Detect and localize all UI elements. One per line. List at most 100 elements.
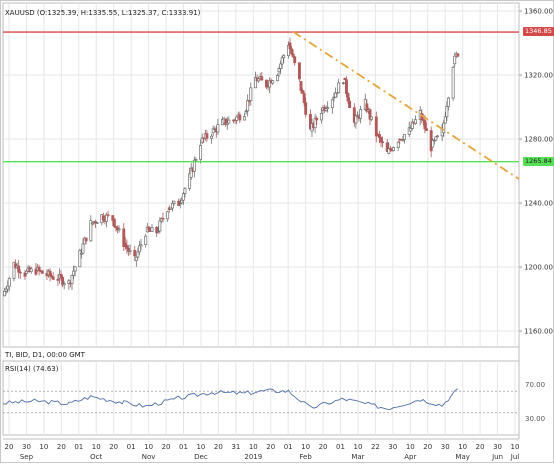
candle-body [200, 137, 204, 143]
candle-body [379, 137, 383, 143]
candle-body [73, 266, 77, 272]
candle-body [127, 248, 130, 252]
candle-body [18, 271, 22, 274]
candle-body [453, 55, 457, 65]
candle-body [67, 280, 71, 285]
candle-body [332, 96, 336, 99]
candle-body [279, 63, 283, 69]
month-tick-label: Oct [90, 453, 102, 461]
day-tick-label: 10 [144, 443, 153, 451]
candle-body [150, 227, 154, 232]
candle-body [268, 80, 272, 88]
candle-body [324, 108, 328, 111]
day-tick-label: 20 [266, 443, 275, 451]
candle-body [161, 217, 165, 220]
candle-body [243, 116, 246, 121]
candle-body [260, 76, 264, 81]
candle-body [224, 118, 228, 125]
day-tick-label: 22 [371, 443, 380, 451]
candle-body [308, 114, 312, 130]
candle-body [180, 199, 184, 204]
day-tick-label: 10 [39, 443, 48, 451]
candle-body [254, 77, 257, 89]
candle-body [377, 134, 381, 139]
candle-body [79, 252, 83, 255]
month-tick-label: 2019 [244, 453, 262, 461]
candle-body [246, 100, 250, 112]
day-tick-label: 20 [319, 443, 328, 451]
day-tick-label: 20 [423, 443, 432, 451]
candle-body [51, 276, 55, 280]
candle-body [189, 167, 193, 178]
day-tick-label: 10 [301, 443, 310, 451]
month-tick-label: Jul [510, 453, 520, 461]
candle-body [34, 268, 38, 275]
candle-body [37, 266, 41, 271]
candle-body [199, 145, 203, 160]
price-tick-label: 1320.00 [524, 72, 553, 80]
candle-body [304, 102, 308, 115]
candle-body [291, 53, 295, 58]
candle-body [442, 122, 446, 133]
candle-body [341, 82, 345, 84]
candle-body [387, 148, 391, 154]
candle-body [299, 81, 303, 91]
candle-body [410, 121, 414, 129]
candle-body [111, 215, 115, 221]
candle-body [137, 245, 141, 253]
candle-body [334, 92, 337, 98]
candle-body [381, 141, 385, 144]
candle-body [48, 270, 52, 277]
candle-body [114, 226, 118, 229]
candle-body [354, 115, 358, 124]
day-tick-label: 10 [458, 443, 467, 451]
candle-body [330, 99, 334, 108]
candle-body [72, 270, 76, 276]
candle-body [50, 275, 54, 278]
candle-body [368, 109, 372, 120]
candle-body [313, 117, 317, 129]
candle-body [277, 68, 281, 73]
candle-body [90, 222, 94, 225]
candle-body [451, 67, 455, 99]
month-tick-label: Sep [20, 453, 34, 461]
candle-body [155, 227, 159, 234]
symbol-label: XAUUSD [5, 9, 35, 17]
candle-body [133, 249, 137, 257]
price-tick-label: 1280.00 [524, 136, 553, 144]
candle-body [456, 53, 460, 57]
candle-body [192, 159, 196, 172]
candle-body [56, 279, 60, 281]
descending-trendline [292, 31, 520, 180]
candle-body [166, 211, 170, 220]
candle-body [319, 113, 323, 121]
candle-body [17, 265, 21, 273]
candle-body [288, 42, 292, 50]
candle-body [348, 100, 352, 109]
footer-note: TI, BID, D1, 00:00 GMT [5, 351, 85, 359]
candle-body [178, 202, 182, 205]
rsi-pane [2, 360, 520, 436]
candle-body [4, 288, 8, 292]
candle-body [95, 222, 99, 224]
candle-body [112, 218, 116, 227]
candle-body [169, 207, 173, 210]
candle-body [134, 256, 138, 261]
candle-body [446, 97, 450, 107]
candle-body [122, 228, 126, 247]
day-tick-label: 30 [22, 443, 31, 451]
day-tick-label: 30 [493, 443, 502, 451]
candle-body [139, 244, 143, 247]
candle-body [62, 283, 66, 286]
candle-body [172, 200, 176, 204]
candle-body [106, 214, 110, 217]
candle-body [337, 82, 341, 94]
candle-body [271, 80, 275, 84]
candle-body [94, 221, 97, 224]
candle-body [101, 215, 105, 221]
candle-body [205, 133, 209, 139]
candle-body [286, 44, 290, 57]
candle-body [385, 142, 389, 152]
